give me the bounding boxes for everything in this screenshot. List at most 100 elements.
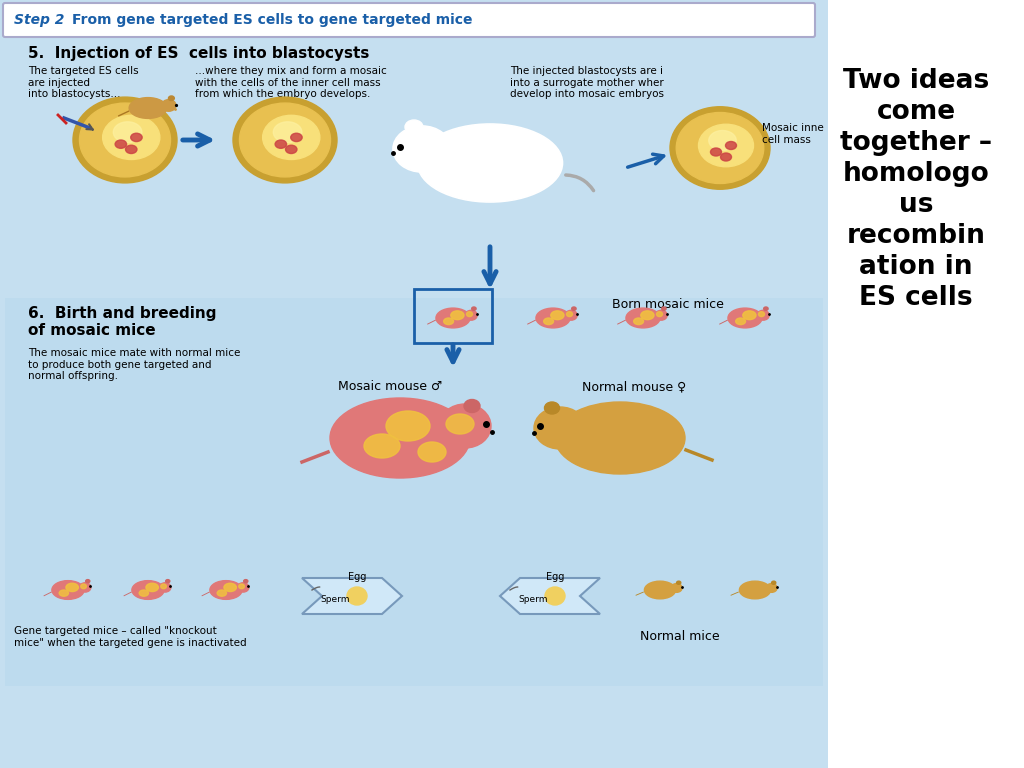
Text: Mosaic inne
cell mass: Mosaic inne cell mass xyxy=(762,123,823,144)
Ellipse shape xyxy=(711,148,722,156)
Ellipse shape xyxy=(764,307,768,310)
Ellipse shape xyxy=(80,103,171,177)
Ellipse shape xyxy=(766,584,777,592)
Ellipse shape xyxy=(330,398,470,478)
Ellipse shape xyxy=(239,584,245,589)
Bar xyxy=(5,298,823,686)
Bar xyxy=(0,0,828,768)
Ellipse shape xyxy=(129,98,167,118)
Text: Two ideas
come
together –
homologo
us
recombin
ation in
ES cells: Two ideas come together – homologo us re… xyxy=(840,68,992,311)
Ellipse shape xyxy=(238,583,249,592)
Text: The targeted ES cells
are injected
into blastocysts...: The targeted ES cells are injected into … xyxy=(28,66,138,99)
Text: Sperm: Sperm xyxy=(319,595,349,604)
Ellipse shape xyxy=(467,312,472,316)
Ellipse shape xyxy=(571,307,577,310)
Ellipse shape xyxy=(566,312,572,316)
Ellipse shape xyxy=(465,310,477,320)
Ellipse shape xyxy=(132,581,164,599)
Ellipse shape xyxy=(102,115,160,160)
Text: Egg: Egg xyxy=(348,572,367,582)
Ellipse shape xyxy=(626,308,660,328)
Ellipse shape xyxy=(347,587,367,605)
Ellipse shape xyxy=(80,583,91,592)
Ellipse shape xyxy=(161,584,167,589)
Ellipse shape xyxy=(291,133,302,141)
Text: The mosaic mice mate with normal mice
to produce both gene targeted and
normal o: The mosaic mice mate with normal mice to… xyxy=(28,348,241,381)
Text: Gene targeted mice – called "knockout
mice" when the targeted gene is inactivate: Gene targeted mice – called "knockout mi… xyxy=(14,626,247,647)
Text: Egg: Egg xyxy=(546,572,564,582)
Ellipse shape xyxy=(418,442,446,462)
Ellipse shape xyxy=(166,580,170,583)
Ellipse shape xyxy=(735,318,745,325)
Ellipse shape xyxy=(66,583,79,591)
Ellipse shape xyxy=(275,140,287,148)
Ellipse shape xyxy=(759,312,765,316)
Polygon shape xyxy=(302,578,402,614)
Ellipse shape xyxy=(217,590,226,596)
Ellipse shape xyxy=(676,112,764,184)
Ellipse shape xyxy=(418,124,562,202)
Ellipse shape xyxy=(721,153,731,161)
Ellipse shape xyxy=(115,140,127,148)
Ellipse shape xyxy=(742,311,756,319)
Ellipse shape xyxy=(655,310,668,320)
Ellipse shape xyxy=(233,97,337,183)
Ellipse shape xyxy=(772,581,776,584)
Ellipse shape xyxy=(273,122,302,143)
Text: Sperm: Sperm xyxy=(518,595,548,604)
Text: Mosaic mouse ♂: Mosaic mouse ♂ xyxy=(338,380,442,393)
Text: Born mosaic mice: Born mosaic mice xyxy=(612,298,724,311)
Ellipse shape xyxy=(439,404,490,448)
Ellipse shape xyxy=(728,308,762,328)
Ellipse shape xyxy=(662,307,666,310)
Ellipse shape xyxy=(555,402,685,474)
Ellipse shape xyxy=(534,407,586,449)
Text: The injected blastocysts are i
into a surrogate mother wher
develop into mosaic : The injected blastocysts are i into a su… xyxy=(510,66,664,99)
Ellipse shape xyxy=(436,308,470,328)
Text: Step 2: Step 2 xyxy=(14,13,65,27)
Ellipse shape xyxy=(739,581,771,599)
FancyArrowPatch shape xyxy=(566,175,594,190)
FancyBboxPatch shape xyxy=(3,3,815,37)
Text: ...where they mix and form a mosaic
with the cells of the inner cell mass
from w: ...where they mix and form a mosaic with… xyxy=(195,66,387,99)
Ellipse shape xyxy=(698,124,754,167)
Ellipse shape xyxy=(656,312,663,316)
Ellipse shape xyxy=(671,584,682,592)
Text: 5.  Injection of ES  cells into blastocysts: 5. Injection of ES cells into blastocyst… xyxy=(28,46,370,61)
Ellipse shape xyxy=(169,96,174,101)
Ellipse shape xyxy=(443,318,454,325)
Ellipse shape xyxy=(162,100,176,111)
Ellipse shape xyxy=(244,580,248,583)
Text: Normal mice: Normal mice xyxy=(640,630,720,643)
Ellipse shape xyxy=(86,580,90,583)
Ellipse shape xyxy=(709,131,736,151)
Ellipse shape xyxy=(641,311,654,319)
Ellipse shape xyxy=(677,581,681,584)
Ellipse shape xyxy=(126,145,137,154)
Ellipse shape xyxy=(545,587,565,605)
Ellipse shape xyxy=(536,308,570,328)
Ellipse shape xyxy=(544,318,554,325)
Polygon shape xyxy=(500,578,600,614)
Ellipse shape xyxy=(644,581,676,599)
Ellipse shape xyxy=(757,310,769,320)
Text: Normal mouse ♀: Normal mouse ♀ xyxy=(582,380,686,393)
Ellipse shape xyxy=(464,399,480,412)
Ellipse shape xyxy=(545,402,559,414)
Ellipse shape xyxy=(59,590,69,596)
Ellipse shape xyxy=(286,145,297,154)
Ellipse shape xyxy=(551,311,564,319)
Ellipse shape xyxy=(73,97,177,183)
Ellipse shape xyxy=(446,414,474,434)
Ellipse shape xyxy=(364,434,400,458)
Ellipse shape xyxy=(451,311,464,319)
Ellipse shape xyxy=(406,120,423,134)
Ellipse shape xyxy=(262,115,319,160)
Ellipse shape xyxy=(386,411,430,441)
Ellipse shape xyxy=(160,583,171,592)
Ellipse shape xyxy=(634,318,643,325)
Ellipse shape xyxy=(145,583,159,591)
Ellipse shape xyxy=(139,590,148,596)
Ellipse shape xyxy=(210,581,242,599)
Text: 6.  Birth and breeding
of mosaic mice: 6. Birth and breeding of mosaic mice xyxy=(28,306,216,339)
